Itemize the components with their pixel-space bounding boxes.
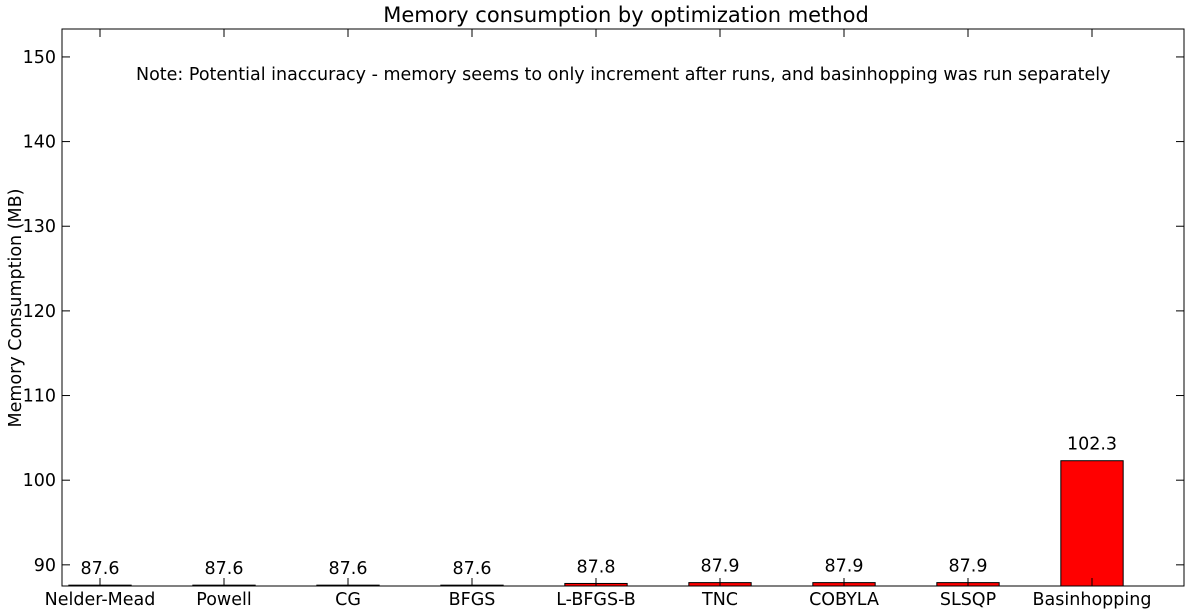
y-tick-label: 110 [23,387,56,407]
x-tick-label: CG [335,590,361,610]
bar-value-label: 87.9 [825,557,864,577]
y-tick-label: 100 [23,471,56,491]
bar-value-label: 87.6 [205,559,244,579]
x-axis: Nelder-Mead Powell CG BFGS L-BFGS-B TNC COBYLA… [45,29,1152,610]
x-tick-label: L-BFGS-B [556,590,636,610]
y-axis: 90 100 110 120 130 140 150 [23,48,1184,576]
x-tick-label: COBYLA [809,590,879,610]
bar-value-label: 87.6 [453,559,492,579]
bar-value-label: 87.9 [701,557,740,577]
chart-title: Memory consumption by optimization metho… [383,3,869,27]
plot-area [61,28,1185,587]
y-tick-label: 130 [23,217,56,237]
x-tick-label: TNC [701,590,738,610]
bar-value-label: 87.6 [329,559,368,579]
y-tick-label: 90 [34,556,56,576]
bar-basinhopping [1060,460,1124,587]
y-tick-label: 140 [23,133,56,153]
x-tick-label: SLSQP [940,590,996,610]
x-tick-label: BFGS [449,590,496,610]
bar-value-label: 87.9 [949,557,988,577]
bar-value-label: 87.6 [81,559,120,579]
y-tick-label: 120 [23,302,56,322]
x-tick-label: Basinhopping [1033,590,1152,610]
bar-value-label: 87.8 [577,557,616,577]
value-labels-group: 87.6 87.6 87.6 87.6 87.8 87.9 87.9 87.9 102.3 [81,435,1118,579]
y-tick-label: 150 [23,48,56,68]
chart-annotation: Note: Potential inaccuracy - memory seem… [136,65,1110,85]
x-tick-label: Nelder-Mead [45,590,156,610]
x-tick-label: Powell [196,590,251,610]
bar-value-label: 102.3 [1067,435,1117,455]
y-axis-label: Memory Consumption (MB) [6,189,26,428]
